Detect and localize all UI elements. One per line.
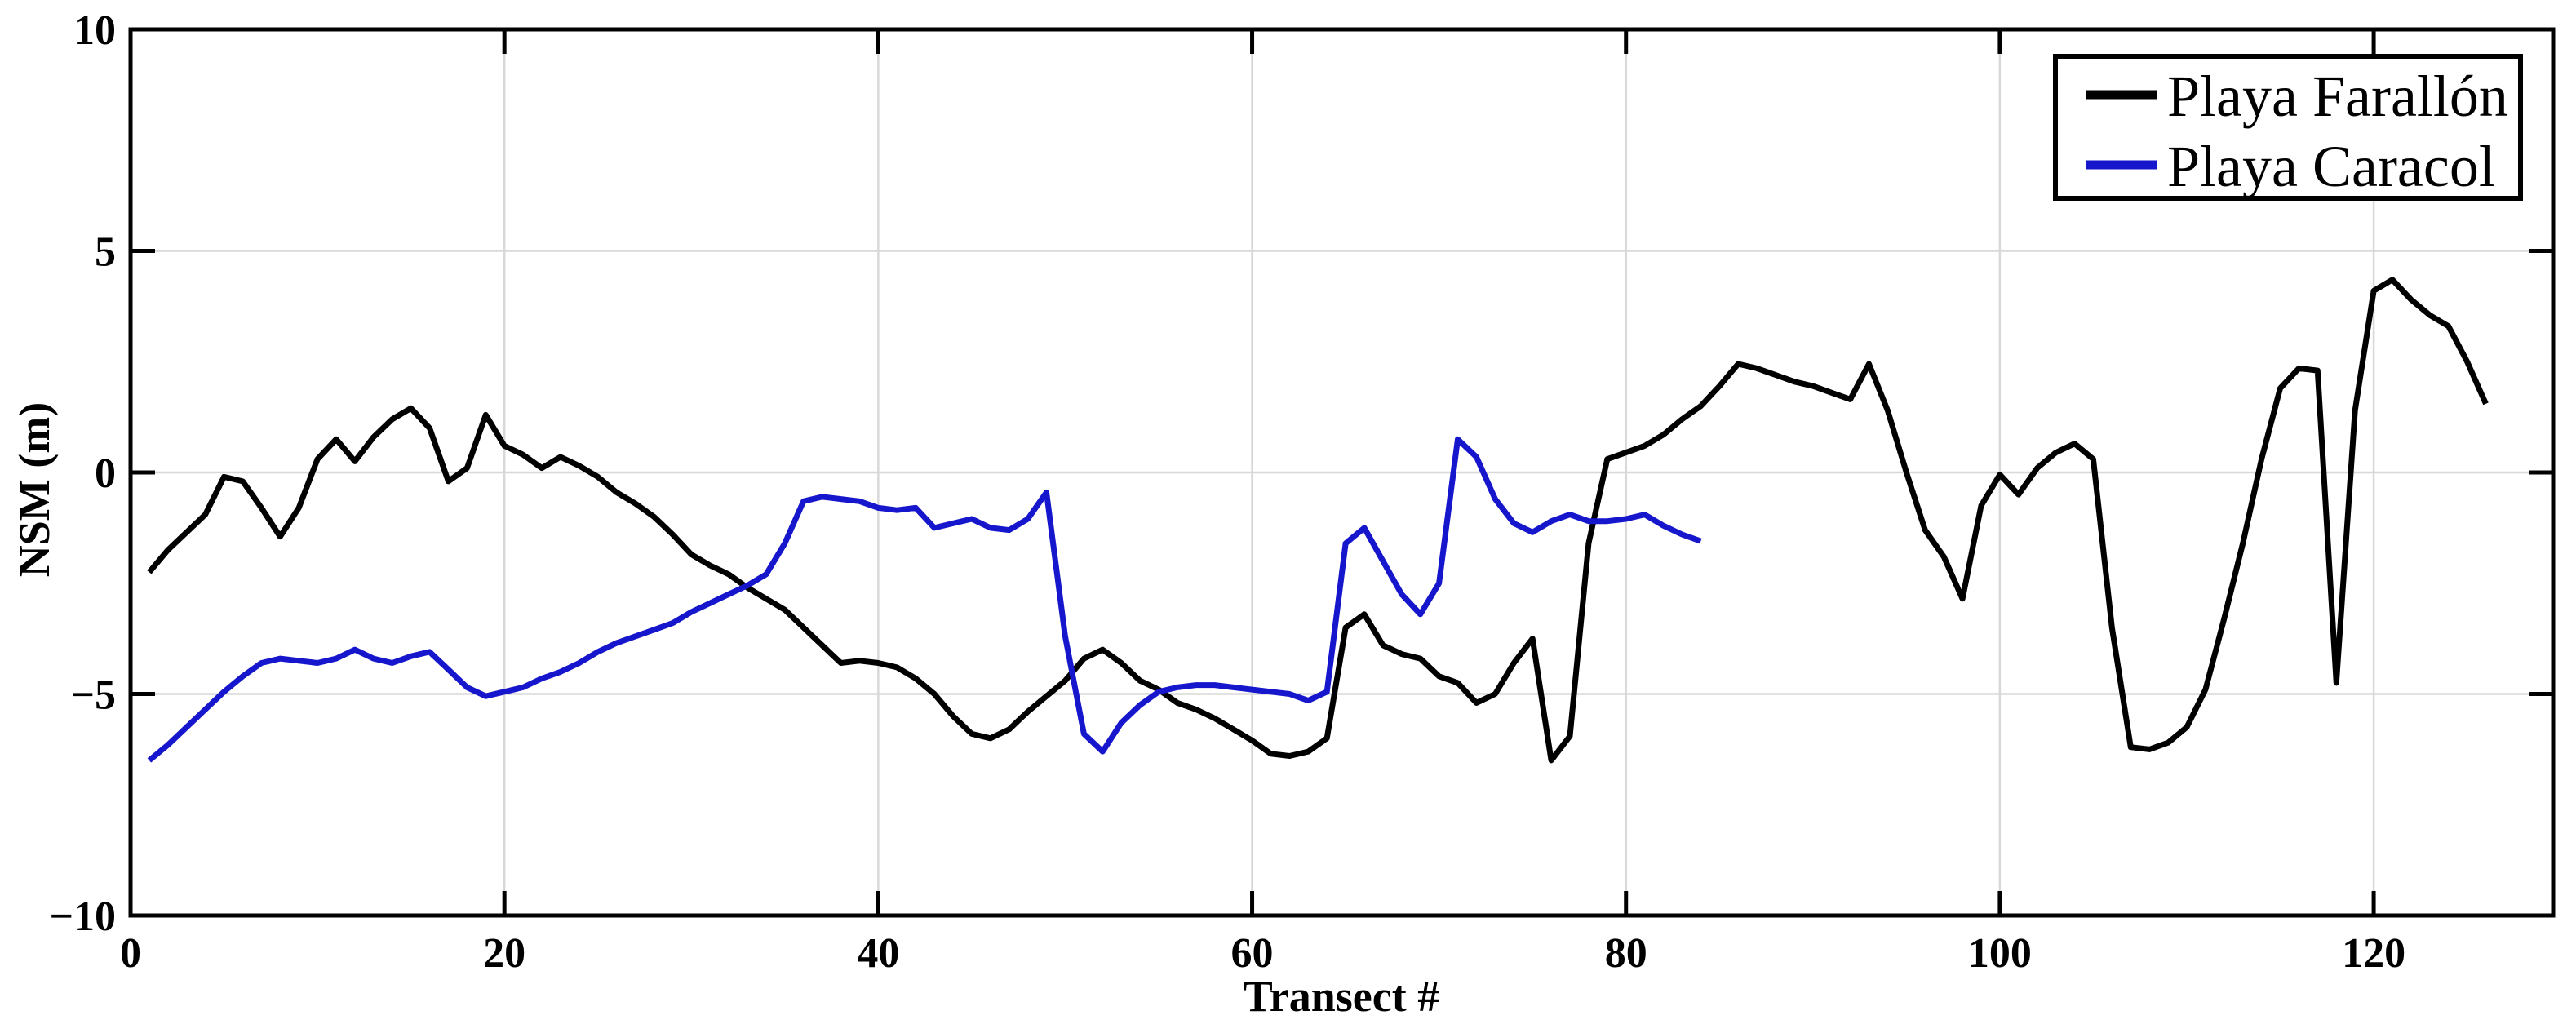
y-tick-label: 5 <box>95 229 116 276</box>
x-tick-label: 20 <box>483 930 525 977</box>
y-tick-label: −10 <box>49 893 116 940</box>
legend-box <box>2053 54 2523 201</box>
x-axis-label: Transect # <box>1244 972 1439 1021</box>
y-tick-label: 0 <box>95 450 116 497</box>
y-tick-label: 10 <box>73 7 116 54</box>
series-line-playa-caracol <box>147 436 1702 763</box>
y-axis-label: NSM (m) <box>10 402 59 577</box>
x-tick-label: 80 <box>1605 930 1647 977</box>
tick-labels: 0 20 40 60 80 100 120 −10 −5 0 5 10 <box>49 7 2405 977</box>
legend-label: Playa Caracol <box>2167 134 2495 199</box>
y-tick-label: −5 <box>70 672 116 719</box>
legend-label: Playa Farallón <box>2167 64 2508 129</box>
series-line-playa-farall-n <box>147 277 2489 764</box>
x-tick-label: 60 <box>1231 930 1274 977</box>
data-series <box>147 277 2489 764</box>
x-tick-label: 120 <box>2342 930 2405 977</box>
x-tick-label: 100 <box>1968 930 2032 977</box>
x-tick-label: 40 <box>857 930 899 977</box>
plot-border <box>128 27 2556 918</box>
x-tick-label: 0 <box>120 930 141 977</box>
